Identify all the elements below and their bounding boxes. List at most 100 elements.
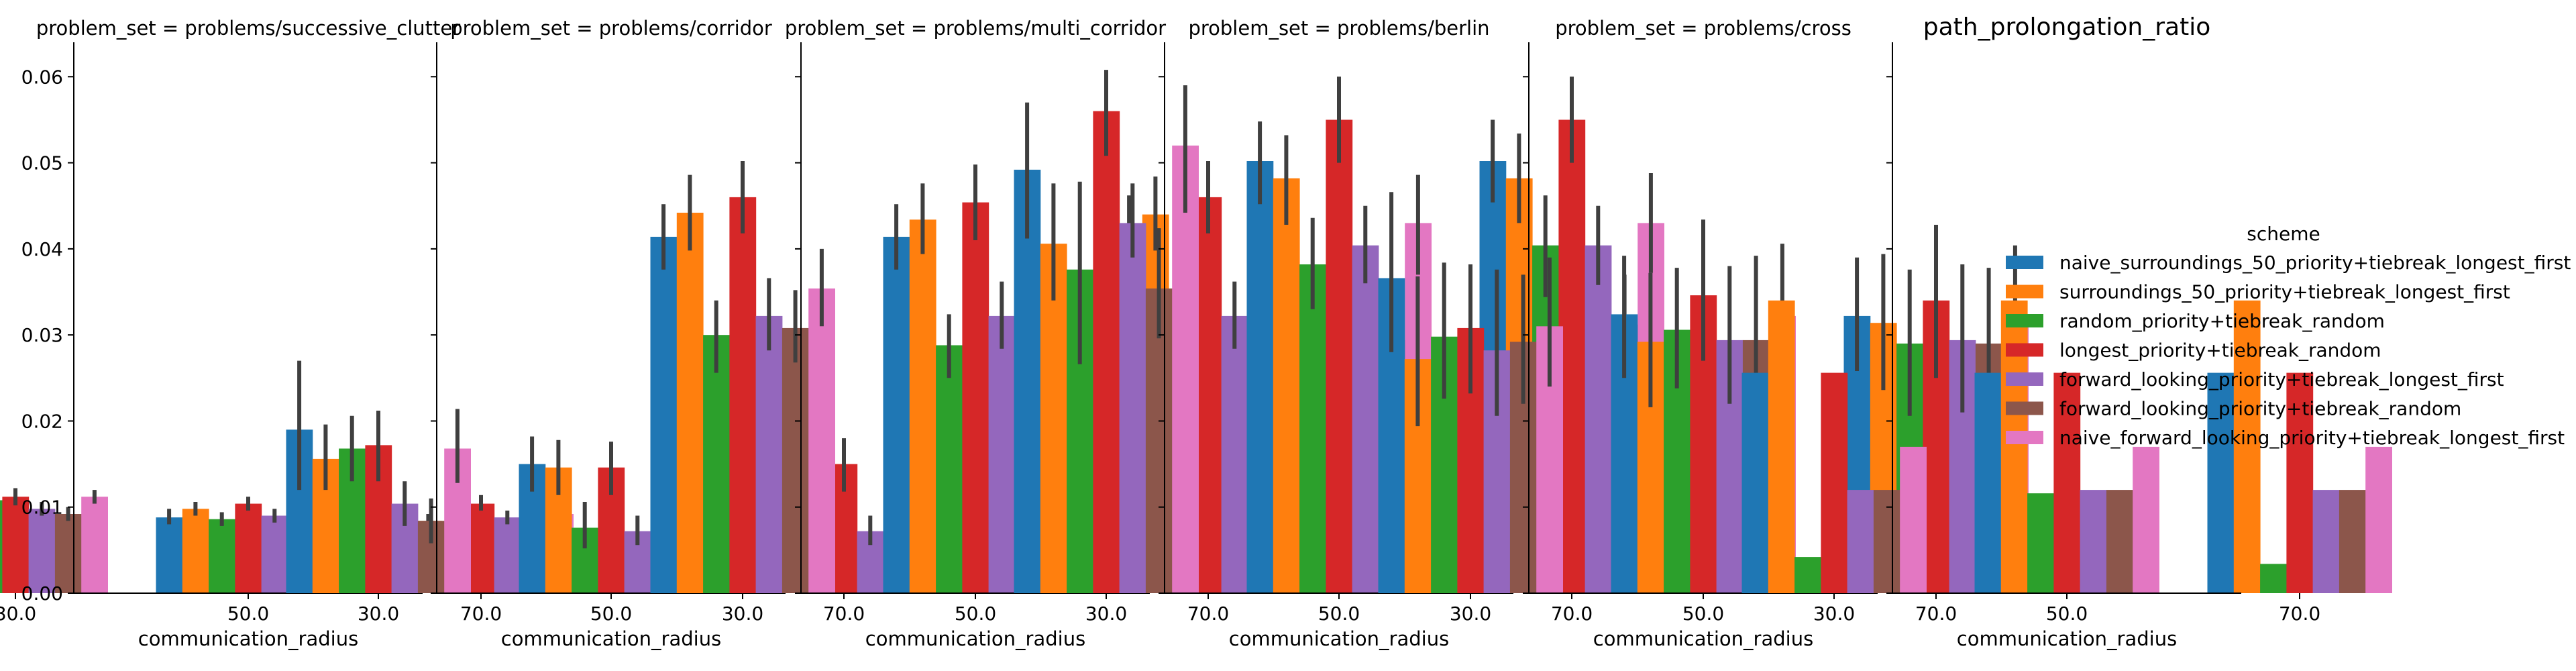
x-tick-label: 70.0 <box>1915 603 1957 625</box>
x-axis-label: communication_radius <box>865 627 1085 650</box>
x-axis-label: communication_radius <box>138 627 358 650</box>
bar-3-1-4 <box>1352 245 1379 593</box>
y-tick-label: 0.06 <box>21 66 63 88</box>
bar-0-0-4 <box>28 509 56 593</box>
x-tick-label: 50.0 <box>955 603 996 625</box>
bar-2-1-1 <box>909 219 936 593</box>
bar-3-0-3 <box>1093 111 1120 594</box>
bar-3-2-3 <box>1558 119 1586 593</box>
bar-2-2-4 <box>1221 315 1248 593</box>
bar-2-0-2 <box>703 335 730 593</box>
bar-3-0-0 <box>1014 169 1041 593</box>
bar-5-0-0 <box>1741 372 1769 593</box>
x-tick-label: 70.0 <box>460 603 502 625</box>
bar-0-0-6 <box>81 497 108 593</box>
panel-title: problem_set = problems/cross <box>1555 17 1851 40</box>
x-axis-label: communication_radius <box>501 627 721 650</box>
bar-0-1-2 <box>209 519 235 593</box>
bar-2-1-3 <box>962 202 989 594</box>
y-tick-label: 0.02 <box>21 410 63 432</box>
bar-2-0-4 <box>755 315 783 593</box>
panel-title: problem_set = problems/successive_clutte… <box>36 17 460 40</box>
bar-2-0-3 <box>729 197 757 593</box>
bar-3-2-4 <box>1585 245 1612 593</box>
bar-5-2-3 <box>2286 372 2314 593</box>
x-tick-label: 30.0 <box>1813 603 1855 625</box>
legend-swatch-0 <box>2006 256 2043 269</box>
bar-2-1-2 <box>936 345 963 593</box>
x-tick-label: 30.0 <box>1450 603 1491 625</box>
legend-title: scheme <box>2247 223 2320 245</box>
bar-5-0-5 <box>1873 490 1900 593</box>
y-tick-label: 0.00 <box>21 582 63 605</box>
panel-title: path_prolongation_ratio <box>1923 13 2210 41</box>
bar-0-0-3 <box>2 497 30 593</box>
x-tick-label: 50.0 <box>227 603 269 625</box>
bar-5-0-1 <box>1768 300 1795 593</box>
bar-3-0-1 <box>1040 244 1067 593</box>
legend-label: forward_looking_priority+tiebreak_random <box>2059 398 2461 420</box>
bar-3-1-2 <box>1299 264 1326 593</box>
bar-5-1-6 <box>2133 446 2159 593</box>
bar-0-1-4 <box>261 515 288 593</box>
bar-2-0-6 <box>808 288 835 593</box>
x-tick-label: 30.0 <box>722 603 763 625</box>
legend-label: naive_forward_looking_priority+tiebreak_… <box>2059 427 2565 449</box>
x-axis-label: communication_radius <box>1593 627 1813 650</box>
panel-title: problem_set = problems/multi_corridor <box>785 17 1166 40</box>
bar-5-2-6 <box>2365 446 2392 593</box>
legend-label: naive_surroundings_50_priority+tiebreak_… <box>2059 252 2571 274</box>
bar-0-1-3 <box>235 503 262 593</box>
bar-3-0-5 <box>1145 288 1173 593</box>
x-tick-label: 70.0 <box>823 603 865 625</box>
bar-0-0-5 <box>54 514 82 593</box>
bar-5-1-2 <box>2027 493 2054 593</box>
y-tick-label: 0.01 <box>21 497 63 519</box>
bar-5-2-2 <box>2260 564 2287 593</box>
bar-5-0-3 <box>1821 372 1848 593</box>
x-tick-label: 50.0 <box>1318 603 1360 625</box>
legend-swatch-6 <box>2006 431 2043 444</box>
bar-0-0-2 <box>0 500 3 593</box>
bar-0-2-3 <box>468 503 495 593</box>
legend-swatch-4 <box>2006 372 2043 386</box>
bar-2-0-5 <box>782 327 809 593</box>
bar-5-2-5 <box>2339 490 2366 593</box>
bar-5-1-3 <box>2053 372 2081 593</box>
legend-label: forward_looking_priority+tiebreak_longes… <box>2059 368 2504 391</box>
bar-5-0-6 <box>1900 446 1927 593</box>
bar-5-1-0 <box>1974 372 2002 593</box>
bar-0-1-0 <box>156 517 183 593</box>
bar-5-2-0 <box>2207 372 2235 593</box>
legend-label: random_priority+tiebreak_random <box>2059 310 2385 332</box>
x-tick-label: 50.0 <box>1682 603 1724 625</box>
panel-title: problem_set = problems/berlin <box>1188 17 1489 40</box>
x-axis-label: communication_radius <box>1957 627 2177 650</box>
legend-label: longest_priority+tiebreak_random <box>2059 340 2381 362</box>
bar-5-0-2 <box>1794 557 1821 593</box>
x-tick-label: 30.0 <box>0 603 36 625</box>
y-tick-label: 0.05 <box>21 152 63 174</box>
bar-3-0-6 <box>1172 145 1199 593</box>
x-tick-label: 70.0 <box>1187 603 1229 625</box>
x-tick-label: 50.0 <box>2046 603 2088 625</box>
bar-2-1-4 <box>988 315 1016 593</box>
y-tick-label: 0.04 <box>21 238 63 260</box>
bar-0-1-1 <box>182 509 209 593</box>
bar-5-2-1 <box>2233 300 2261 593</box>
bar-3-1-0 <box>1246 161 1274 593</box>
bar-5-0-4 <box>1847 490 1874 593</box>
x-tick-label: 70.0 <box>1551 603 1593 625</box>
x-tick-label: 50.0 <box>590 603 632 625</box>
bar-2-1-0 <box>883 236 910 593</box>
bar-5-1-5 <box>2106 490 2133 593</box>
legend-swatch-2 <box>2006 314 2043 327</box>
legend-swatch-1 <box>2006 285 2043 299</box>
x-axis-label: communication_radius <box>1229 627 1449 650</box>
bar-3-1-1 <box>1273 178 1300 593</box>
bar-5-1-4 <box>2080 490 2107 593</box>
bar-2-0-1 <box>676 213 704 593</box>
bar-2-0-0 <box>650 236 678 593</box>
legend-swatch-3 <box>2006 343 2043 357</box>
